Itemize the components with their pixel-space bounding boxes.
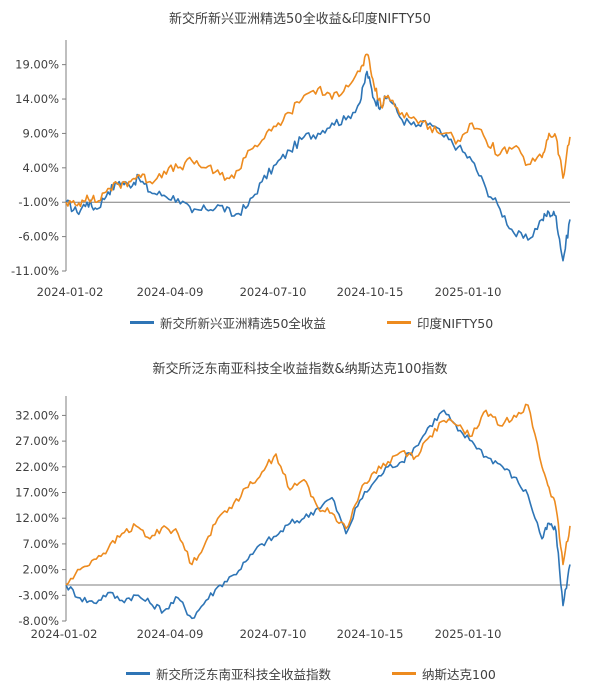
y-tick-label: 22.00% [15,460,59,474]
x-tick-label: 2024-07-10 [240,285,307,299]
y-tick-label: 14.00% [15,92,59,106]
y-tick-label: 7.00% [22,537,59,551]
series-line-2 [65,403,571,586]
chart-plot: 32.00% 27.00% 22.00% 17.00% 12.00% 7.00% 2.00%… [15,396,571,641]
legend-label: 印度NIFTY50 [417,316,494,331]
legend-swatch [126,672,150,675]
y-tick-label: 12.00% [15,511,59,525]
y-tick-label: -6.00% [18,230,59,244]
x-tick-label: 2024-07-10 [240,627,307,641]
legend-swatch [387,321,411,324]
x-tick-label: 2024-04-09 [137,285,204,299]
x-tick-label: 2024-10-15 [337,285,404,299]
series-line-1 [65,409,571,620]
legend-swatch [130,321,154,324]
x-tick-label: 2024-10-15 [337,627,404,641]
series-line-1 [65,70,571,262]
chart-plot: 19.00% 14.00% 9.00% 4.00% -1.00% -6.00% -11.00… [11,40,571,299]
x-tick-label: 2025-01-10 [435,285,502,299]
x-tick-label: 2024-01-02 [31,627,98,641]
chart-title: 新交所泛东南亚科技全收益指数&纳斯达克100指数 [152,362,448,377]
y-tick-label: 19.00% [15,58,59,72]
x-tick-label: 2024-01-02 [37,285,104,299]
y-tick-label: 27.00% [15,434,59,448]
y-tick-label: 32.00% [15,408,59,422]
legend-item-series-1: 新交所新兴亚洲精选50全收益 [130,313,326,332]
y-tick-label: -3.00% [18,588,59,602]
legend-label: 新交所泛东南亚科技全收益指数 [156,667,332,682]
legend-item-series-2: 印度NIFTY50 [387,313,493,332]
y-tick-label: 17.00% [15,486,59,500]
y-tick-label: -11.00% [11,264,59,278]
x-tick-label: 2025-01-10 [435,627,502,641]
x-tick-label: 2024-04-09 [137,627,204,641]
chart-bottom: 新交所泛东南亚科技全收益指数&纳斯达克100指数 32.00% 27.00% 22.… [0,344,600,689]
chart-title: 新交所新兴亚洲精选50全收益&印度NIFTY50 [169,12,431,27]
y-tick-label: 4.00% [22,161,59,175]
legend-swatch [392,672,416,675]
y-tick-label: -8.00% [18,614,59,628]
legend-item-series-2: 纳斯达克100 [392,664,496,683]
y-tick-label: 2.00% [22,563,59,577]
series-line-2 [65,53,571,208]
y-tick-label: -1.00% [18,195,59,209]
legend-label: 新交所新兴亚洲精选50全收益 [160,316,326,331]
legend-label: 纳斯达克100 [422,667,496,682]
chart-top: 新交所新兴亚洲精选50全收益&印度NIFTY50 19.00% 14.00% 9.0… [0,0,600,344]
y-tick-label: 9.00% [22,126,59,140]
legend-item-series-1: 新交所泛东南亚科技全收益指数 [126,664,331,683]
